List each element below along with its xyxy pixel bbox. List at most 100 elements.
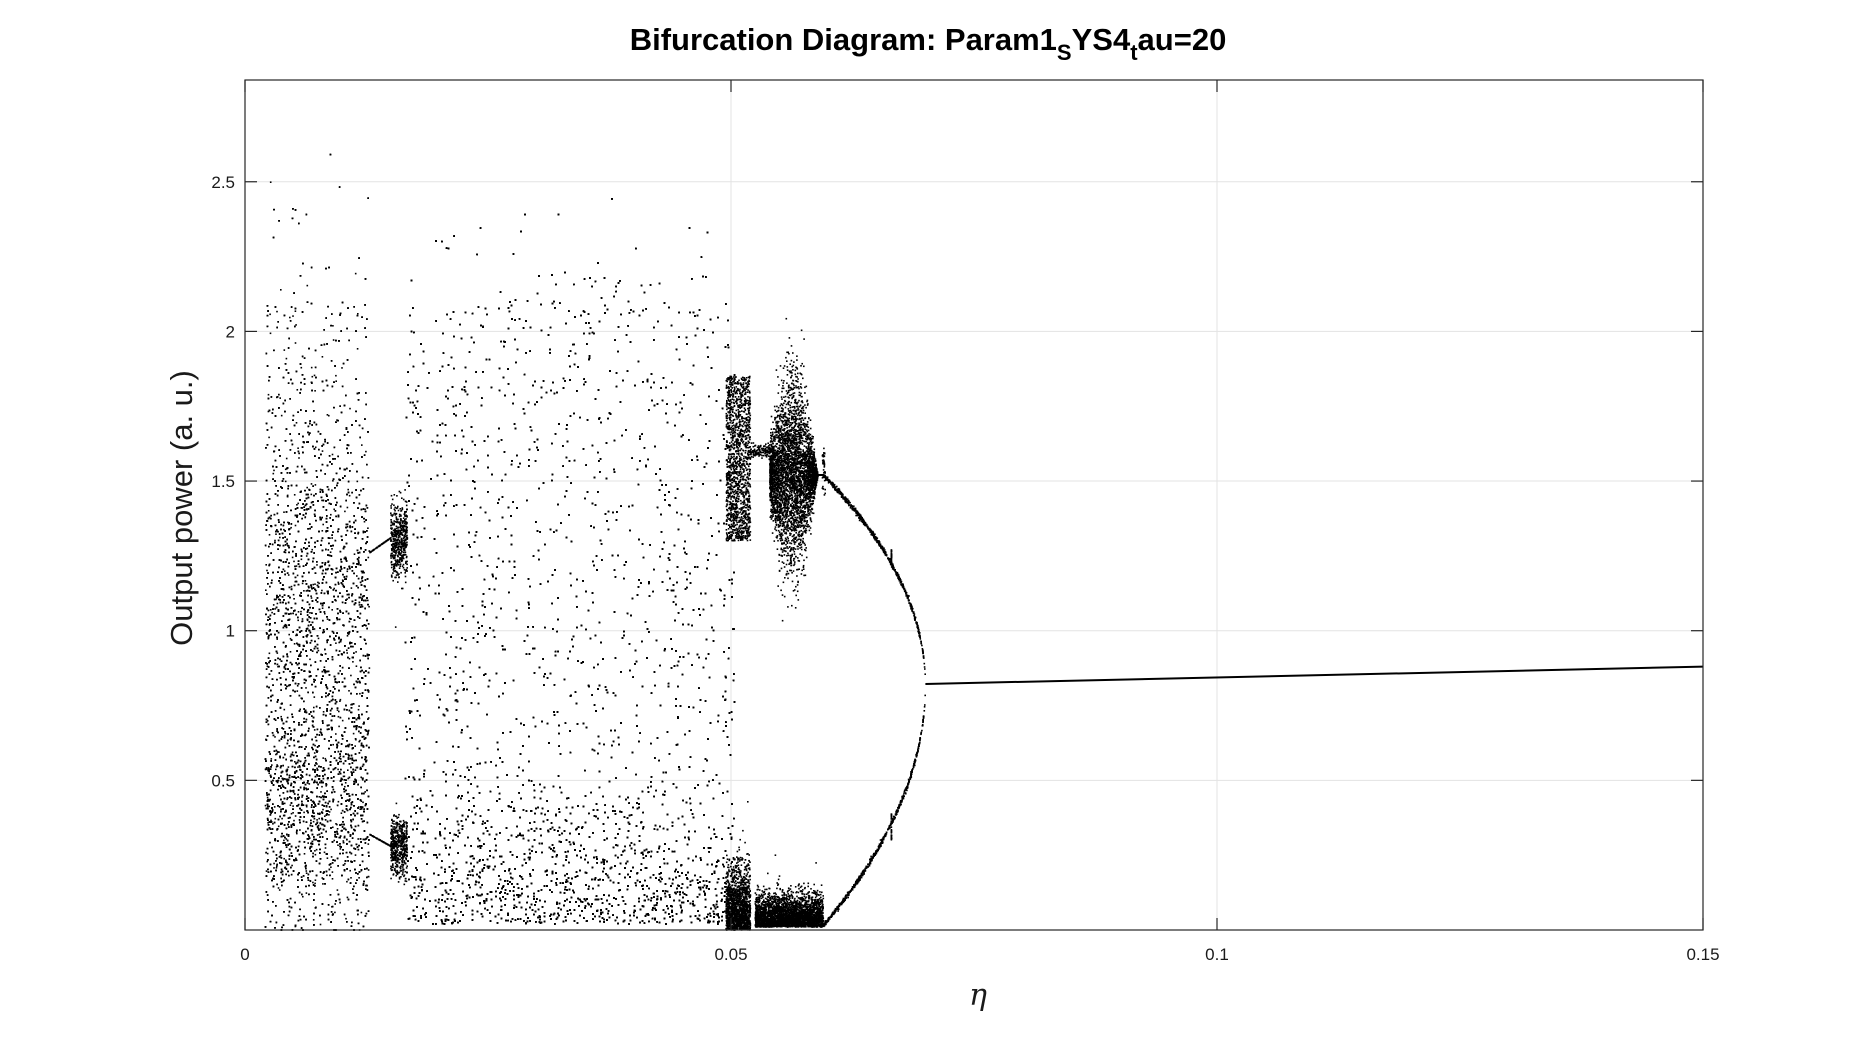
data-point [297,575,299,577]
data-point [359,740,361,742]
chart-title: Bifurcation Diagram: Param1SYS4tau=20 [630,22,1227,65]
data-point [294,494,296,496]
data-point [333,509,335,511]
data-point [339,700,341,702]
data-point [293,820,295,822]
data-point [310,595,312,597]
data-point [333,840,335,842]
data-point [267,797,269,799]
data-point [338,582,340,584]
data-point [356,665,358,667]
data-point [314,583,316,585]
data-point [314,752,316,754]
title-text: au=20 [1138,22,1227,57]
data-point [346,652,348,654]
data-point [324,852,326,854]
data-point [357,348,359,350]
data-point [368,843,370,845]
data-point [314,816,316,818]
data-point [290,651,292,653]
data-point [315,484,317,486]
data-point [292,812,294,814]
data-point [338,711,340,713]
data-point [302,583,304,585]
data-point [338,726,340,728]
data-point [269,534,271,536]
data-point [309,783,311,785]
data-point [306,555,308,557]
data-point [306,806,308,808]
data-point [330,866,332,868]
data-point [361,444,363,446]
data-point [347,769,349,771]
data-point [268,510,270,512]
data-point [358,877,360,879]
data-point [356,575,358,577]
data-point [279,795,281,797]
data-point [268,772,270,774]
data-point [322,883,324,885]
data-point [292,752,294,754]
data-point [303,590,305,592]
data-point [367,527,369,529]
data-point [312,584,314,586]
data-point [265,805,267,807]
data-point [314,729,316,731]
data-point [332,480,334,482]
data-point [297,690,299,692]
data-point [333,339,335,341]
title-text: Bifurcation Diagram: Param1 [630,22,1057,57]
data-point [305,687,307,689]
data-point [294,643,296,645]
data-point [328,724,330,726]
data-point [270,609,272,611]
data-point [365,451,367,453]
data-point [306,872,308,874]
data-point [271,612,273,614]
data-point [330,551,332,553]
data-point [339,670,341,672]
data-point [327,857,329,859]
data-point [335,380,337,382]
data-point [313,919,315,921]
data-point [345,918,347,920]
data-point [295,815,297,817]
data-point [358,709,360,711]
data-point [279,889,281,891]
data-point [274,540,276,542]
data-point [347,489,349,491]
data-point [276,753,278,755]
data-point [276,865,278,867]
data-point [297,389,299,391]
data-point [345,782,347,784]
data-point [328,814,330,816]
data-point [300,611,302,613]
data-point [320,791,322,793]
data-point [290,804,292,806]
data-point [367,600,369,602]
data-point [348,793,350,795]
data-point [369,667,371,669]
data-point [355,854,357,856]
data-point [354,553,356,555]
data-point [360,750,362,752]
data-point [292,315,294,317]
data-point [295,310,297,312]
data-point [315,447,317,449]
data-point [332,878,334,880]
data-point [267,720,269,722]
data-point [295,525,297,527]
data-point [334,912,336,914]
data-point [330,514,332,516]
data-point [324,666,326,668]
data-point [297,503,299,505]
data-point [276,311,278,313]
data-point [288,574,290,576]
data-point [350,675,352,677]
data-point [291,790,293,792]
data-point [316,849,318,851]
data-point [343,776,345,778]
data-point [315,854,317,856]
data-point [349,495,351,497]
data-point [311,483,313,485]
